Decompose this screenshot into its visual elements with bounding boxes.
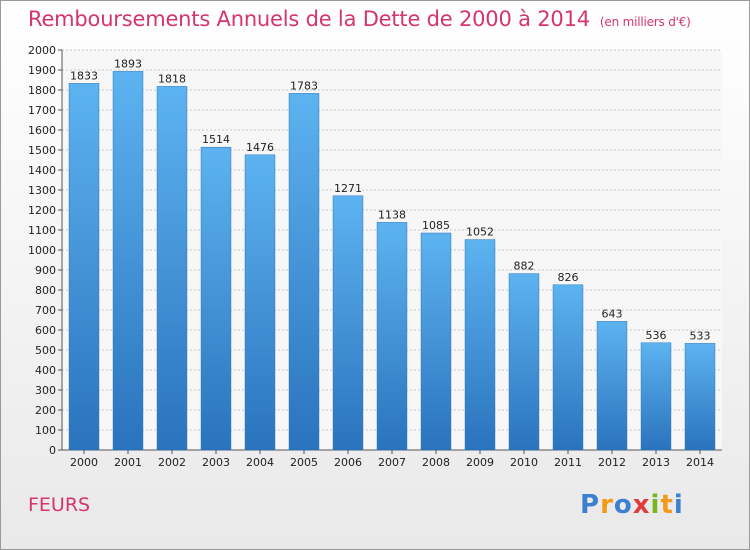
x-tick-label: 2002 (158, 456, 186, 469)
y-tick-label: 700 (35, 304, 56, 317)
bar (112, 71, 144, 451)
bar-value-label: 1893 (114, 57, 142, 70)
logo-letter: t (660, 490, 674, 520)
bar (200, 146, 232, 451)
logo-letter: P (580, 490, 601, 520)
bar (684, 343, 716, 451)
y-tick-label: 2000 (28, 44, 56, 57)
x-tick-label: 2009 (466, 456, 494, 469)
x-tick-label: 2005 (290, 456, 318, 469)
bar-value-label: 826 (558, 271, 579, 284)
x-tick-label: 2007 (378, 456, 406, 469)
y-tick-label: 800 (35, 284, 56, 297)
x-tick-label: 2001 (114, 456, 142, 469)
x-tick-label: 2014 (686, 456, 714, 469)
bar-value-label: 536 (646, 329, 667, 342)
y-tick-label: 1100 (28, 224, 56, 237)
y-tick-label: 1000 (28, 244, 56, 257)
chart-title: Remboursements Annuels de la Dette de 20… (28, 7, 691, 31)
bar (640, 342, 672, 451)
x-tick-label: 2011 (554, 456, 582, 469)
y-tick-label: 1800 (28, 84, 56, 97)
x-tick-label: 2004 (246, 456, 274, 469)
x-tick-label: 2003 (202, 456, 230, 469)
bar-value-label: 1052 (466, 226, 494, 239)
bar (376, 222, 408, 451)
x-tick-label: 2013 (642, 456, 670, 469)
x-tick-label: 2012 (598, 456, 626, 469)
bar (332, 195, 364, 451)
x-tick-label: 2006 (334, 456, 362, 469)
city-label: FEURS (28, 494, 91, 516)
bar (288, 93, 320, 451)
bar-value-label: 1476 (246, 141, 274, 154)
y-tick-label: 1500 (28, 144, 56, 157)
bar (244, 154, 276, 451)
bar-value-label: 643 (602, 307, 623, 320)
bar-value-label: 1085 (422, 219, 450, 232)
y-tick-label: 300 (35, 384, 56, 397)
y-tick-label: 1700 (28, 104, 56, 117)
y-tick-label: 900 (35, 264, 56, 277)
bar (552, 284, 584, 451)
bar (420, 232, 452, 451)
y-tick-label: 600 (35, 324, 56, 337)
y-tick-label: 200 (35, 404, 56, 417)
bar-value-label: 1271 (334, 182, 362, 195)
bar (464, 239, 496, 451)
logo-letter: x (632, 490, 651, 520)
y-tick-label: 1400 (28, 164, 56, 177)
logo-letter: i (673, 490, 684, 520)
x-tick-label: 2000 (70, 456, 98, 469)
bar-value-label: 533 (690, 329, 711, 342)
bar (156, 86, 188, 451)
y-tick-label: 500 (35, 344, 56, 357)
y-tick-label: 1600 (28, 124, 56, 137)
x-tick-label: 2010 (510, 456, 538, 469)
y-tick-label: 0 (49, 444, 56, 457)
y-tick-label: 1900 (28, 64, 56, 77)
title-text: Remboursements Annuels de la Dette de 20… (28, 7, 590, 31)
bar-value-label: 1783 (290, 79, 318, 92)
y-tick-label: 100 (35, 424, 56, 437)
bar (68, 83, 100, 451)
logo-letter: o (613, 490, 633, 520)
y-tick-label: 1200 (28, 204, 56, 217)
y-tick-label: 400 (35, 364, 56, 377)
x-tick-label: 2008 (422, 456, 450, 469)
bar-value-label: 882 (514, 260, 535, 273)
logo-letter: i (650, 490, 661, 520)
bar-value-label: 1514 (202, 133, 230, 146)
y-tick-label: 1300 (28, 184, 56, 197)
bar-value-label: 1138 (378, 208, 406, 221)
bar (508, 273, 540, 451)
unit-label: (en milliers d'€) (599, 15, 691, 29)
bar-value-label: 1833 (70, 69, 98, 82)
logo-letter: r (600, 490, 614, 520)
bar-value-label: 1818 (158, 72, 186, 85)
bar (596, 321, 628, 451)
proxiti-logo: Proxiti (580, 490, 684, 520)
